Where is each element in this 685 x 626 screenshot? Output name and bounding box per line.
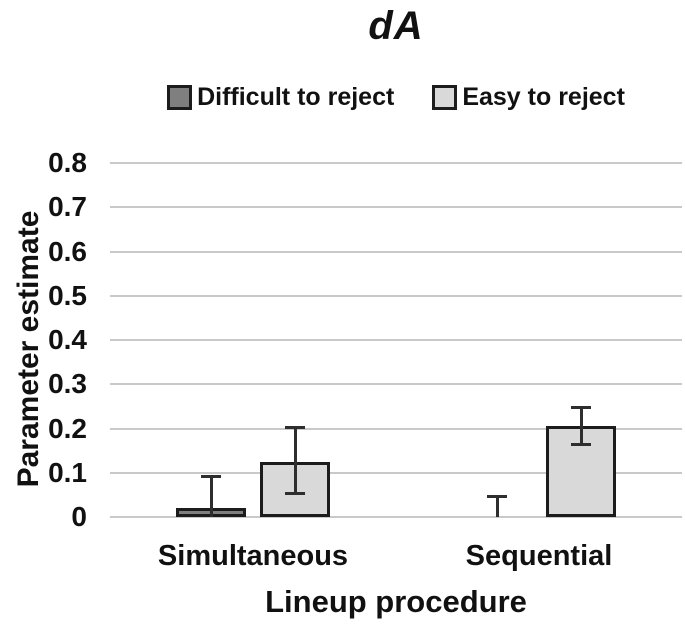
legend-item-easy-to-reject: Easy to reject: [432, 83, 625, 112]
error-bar: [209, 474, 213, 517]
error-bar: [579, 406, 583, 447]
gridline: [110, 427, 682, 430]
gridline: [110, 294, 682, 297]
legend: Difficult to reject Easy to reject: [110, 82, 682, 112]
legend-swatch-difficult-icon: [167, 84, 193, 110]
gridline: [110, 250, 682, 253]
y-tick-label: 0.8: [48, 147, 87, 178]
y-tick-label: 0.1: [48, 456, 87, 488]
plot-area: [110, 162, 682, 518]
gridline: [110, 516, 682, 518]
legend-item-difficult-to-reject: Difficult to reject: [167, 83, 394, 112]
error-bar-cap: [571, 443, 591, 447]
legend-label-difficult: Difficult to reject: [197, 82, 395, 111]
y-tick-label: 0.6: [48, 235, 87, 267]
error-bar-cap: [285, 426, 305, 430]
y-tick-label: 0.4: [48, 324, 87, 355]
gridline: [110, 471, 682, 474]
gridline: [110, 339, 682, 341]
error-bar-cap: [571, 406, 591, 410]
y-tick-label: 0: [71, 501, 87, 532]
error-bar: [495, 494, 499, 517]
x-axis-title: Lineup procedure: [265, 584, 527, 619]
y-tick-label: 0.7: [48, 191, 87, 223]
y-tick-label: 0.2: [48, 412, 87, 444]
y-tick-label: 0.3: [48, 368, 87, 400]
error-bar-cap: [285, 491, 305, 495]
legend-swatch-easy-icon: [432, 84, 458, 110]
x-tick-label-sequential: Sequential: [465, 540, 613, 572]
error-bar: [293, 426, 297, 495]
gridline: [110, 383, 682, 386]
gridline: [110, 162, 682, 164]
error-bar-cap: [487, 494, 507, 498]
chart-title: dA: [368, 4, 424, 48]
x-tick-label-simultaneous: Simultaneous: [157, 540, 349, 572]
error-bar-cap: [201, 474, 221, 478]
gridline: [110, 206, 682, 209]
legend-label-easy: Easy to reject: [462, 82, 625, 111]
y-tick-label: 0.5: [48, 279, 87, 311]
